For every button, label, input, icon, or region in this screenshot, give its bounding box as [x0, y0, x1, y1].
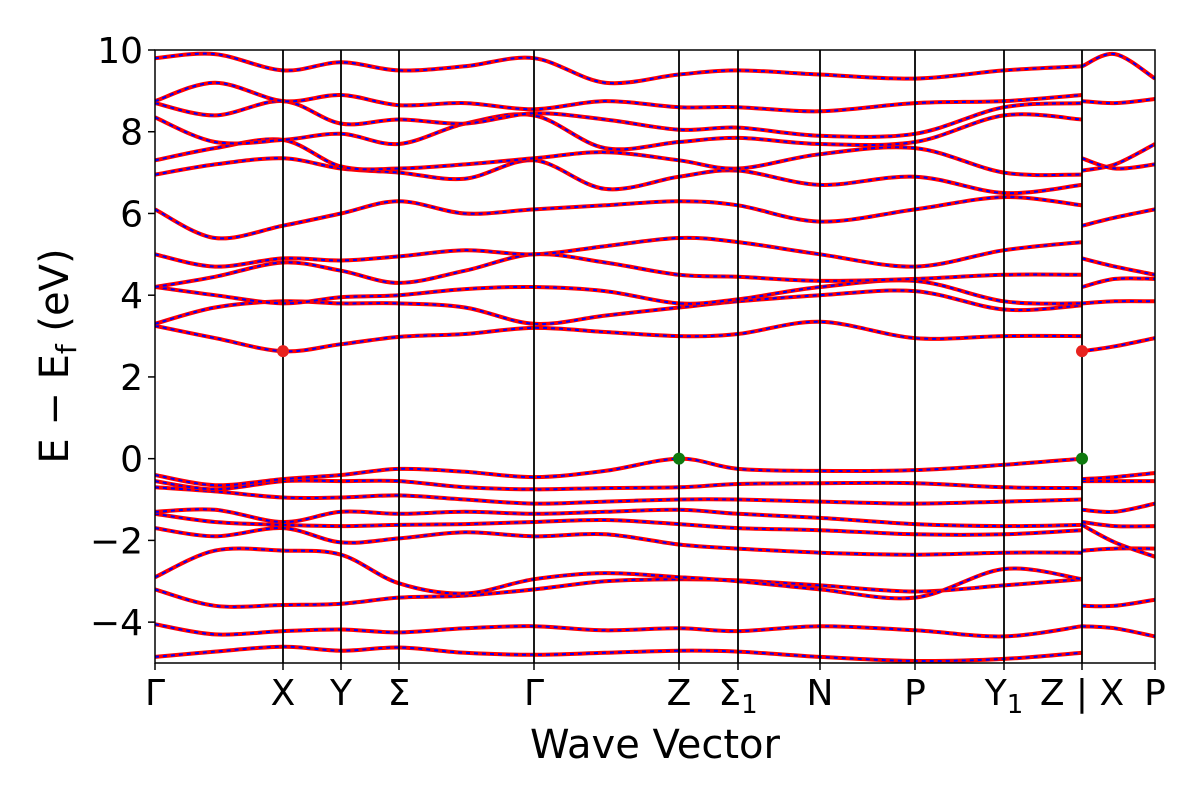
- band-2-dft-line: [155, 577, 1083, 609]
- x-tick-label-8: P: [904, 673, 926, 714]
- cbm-marker-0: [277, 345, 289, 358]
- band-36-fit-line: [1081, 157, 1155, 170]
- band-20-fit-line: [155, 81, 1083, 113]
- band-33-fit-line: [1081, 257, 1155, 276]
- band-34-fit-line: [1081, 208, 1155, 227]
- x-tick-label-10: Z | X: [1040, 673, 1124, 714]
- band-23-fit-line: [1081, 598, 1155, 608]
- band-32-fit-line: [1081, 277, 1155, 288]
- y-axis-label: E − Ef (eV): [32, 248, 83, 463]
- band-15-fit-line: [155, 196, 1083, 240]
- y-tick-label-5: 6: [120, 194, 143, 235]
- band-12-fit-line: [155, 279, 1083, 305]
- band-27-fit-line: [1081, 502, 1155, 514]
- y-tick-label-6: 8: [120, 113, 143, 154]
- x-tick-label-6: Σ1: [718, 673, 757, 720]
- band-25-dft-line: [1081, 523, 1155, 559]
- band-15-dft-line: [155, 195, 1083, 241]
- y-tick-label-0: −4: [90, 603, 143, 644]
- band-22-fit-line: [1081, 625, 1155, 638]
- band-25-fit-line: [1081, 524, 1155, 558]
- kpoint-lines-layer: [282, 50, 1083, 663]
- band-0-dft-line: [155, 644, 1083, 663]
- band-10-fit-line: [155, 320, 1083, 353]
- vbm-marker-2: [673, 452, 685, 465]
- band-30-fit-line: [1081, 337, 1155, 353]
- y-axis-label-subscript: f: [50, 343, 83, 354]
- plot-frame: [154, 49, 1156, 664]
- bands-layer: [155, 51, 1155, 663]
- x-tick-label-11: P: [1144, 673, 1166, 714]
- y-axis: −4 −2 0 2 4 6 8 10: [90, 31, 155, 644]
- x-tick-label-3: Σ: [388, 673, 411, 714]
- band-10-dft-line: [155, 319, 1083, 354]
- y-tick-label-7: 10: [97, 31, 143, 72]
- x-axis-label: Wave Vector: [530, 722, 781, 768]
- x-tick-label-4: Γ: [524, 673, 544, 714]
- x-tick-label-1: X: [271, 673, 296, 714]
- band-17-dft-line: [155, 137, 1083, 178]
- band-31-fit-line: [1081, 300, 1155, 305]
- band-21-dft-line: [155, 51, 1083, 86]
- band-38-fit-line: [1081, 52, 1155, 80]
- y-axis-label-main: E − E: [32, 354, 78, 464]
- x-tick-label-7: N: [807, 673, 834, 714]
- band-22-dft-line: [1081, 624, 1155, 639]
- band-35-fit-line: [1081, 143, 1155, 172]
- band-38-dft-line: [1081, 51, 1155, 81]
- x-tick-label-9: Y1: [984, 673, 1024, 720]
- band-2-fit-line: [155, 578, 1083, 608]
- y-axis-label-unit: (eV): [32, 248, 78, 344]
- band-1-fit-line: [155, 623, 1083, 638]
- x-tick-label-5: Z: [667, 673, 692, 714]
- cbm-marker-1: [1076, 345, 1088, 358]
- band-11-fit-line: [155, 289, 1083, 325]
- x-tick-label-0: Γ: [145, 673, 165, 714]
- y-tick-label-4: 4: [120, 276, 143, 317]
- band-32-dft-line: [1081, 276, 1155, 289]
- band-16-dft-line: [155, 156, 1083, 196]
- band-19-dft-line: [155, 99, 1083, 139]
- vbm-marker-3: [1076, 452, 1088, 465]
- band-26-fit-line: [1081, 521, 1155, 528]
- extrema-markers-layer: [277, 345, 1088, 465]
- y-tick-label-3: 2: [120, 358, 143, 399]
- y-tick-label-1: −2: [90, 521, 143, 562]
- band-16-fit-line: [155, 157, 1083, 195]
- band-37-fit-line: [1081, 98, 1155, 105]
- band-24-fit-line: [1081, 547, 1155, 552]
- x-axis: Γ X Y Σ Γ Z Σ1 N P Y1 Z | X P: [145, 663, 1166, 720]
- y-tick-label-2: 0: [120, 440, 143, 481]
- band-19-fit-line: [155, 100, 1083, 138]
- band-20-dft-line: [155, 80, 1083, 114]
- band-29-fit-line: [1081, 472, 1155, 481]
- x-tick-label-2: Y: [329, 673, 353, 714]
